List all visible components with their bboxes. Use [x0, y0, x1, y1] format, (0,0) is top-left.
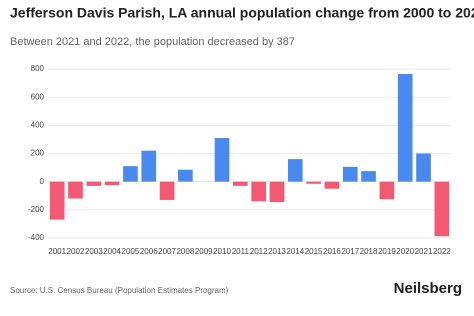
x-tick-label: 2018	[360, 247, 378, 256]
x-tick-label: 2012	[250, 247, 268, 256]
x-tick-label: 2004	[103, 247, 121, 256]
bar	[416, 153, 431, 182]
x-tick-label: 2006	[140, 247, 158, 256]
x-tick-label: 2017	[341, 247, 359, 256]
bar	[269, 181, 285, 203]
brand: Neilsberg	[394, 280, 462, 297]
x-tick-label: 2001	[48, 247, 66, 256]
bar	[324, 181, 340, 189]
y-tick-label: 800	[31, 64, 45, 73]
bar	[233, 181, 248, 186]
x-tick-label: 2011	[232, 247, 250, 256]
source: Source: U.S. Census Bureau (Population E…	[10, 286, 229, 295]
bar	[287, 159, 303, 182]
x-tick-label: 2013	[268, 247, 286, 256]
bar	[306, 181, 321, 184]
bar	[434, 181, 450, 237]
x-tick-label: 2022	[433, 247, 451, 256]
bar	[49, 181, 65, 220]
bar	[123, 166, 138, 182]
bar	[104, 181, 120, 186]
x-tick-label: 2020	[396, 247, 414, 256]
x-tick-label: 2015	[305, 247, 323, 256]
x-tick-label: 2007	[158, 247, 176, 256]
chart-title: Jefferson Davis Parish, LA annual popula…	[10, 5, 474, 21]
bar	[214, 138, 230, 182]
bar	[178, 169, 193, 182]
y-tick-label: 0	[40, 177, 45, 186]
y-tick-label: -400	[28, 233, 45, 242]
y-tick-label: 400	[31, 120, 45, 129]
y-tick-label: -200	[28, 205, 45, 214]
bar	[342, 166, 358, 182]
x-tick-label: 2002	[67, 247, 85, 256]
bar	[379, 181, 395, 200]
x-tick-label: 2003	[85, 247, 103, 256]
bar	[141, 150, 157, 182]
y-tick-label: 200	[31, 149, 45, 158]
x-tick-label: 2005	[122, 247, 140, 256]
bar	[86, 181, 102, 186]
bar	[68, 181, 83, 199]
x-tick-label: 2014	[286, 247, 304, 256]
bar	[361, 171, 376, 182]
x-tick-label: 2019	[378, 247, 396, 256]
x-tick-label: 2010	[213, 247, 231, 256]
bar	[251, 181, 266, 202]
bar	[159, 181, 175, 200]
x-tick-label: 2016	[323, 247, 341, 256]
x-tick-label: 2009	[195, 247, 213, 256]
x-tick-label: 2021	[415, 247, 433, 256]
bar	[397, 73, 413, 182]
chart-subtitle: Between 2021 and 2022, the population de…	[10, 36, 295, 48]
x-tick-label: 2008	[176, 247, 194, 256]
y-tick-label: 600	[31, 92, 45, 101]
